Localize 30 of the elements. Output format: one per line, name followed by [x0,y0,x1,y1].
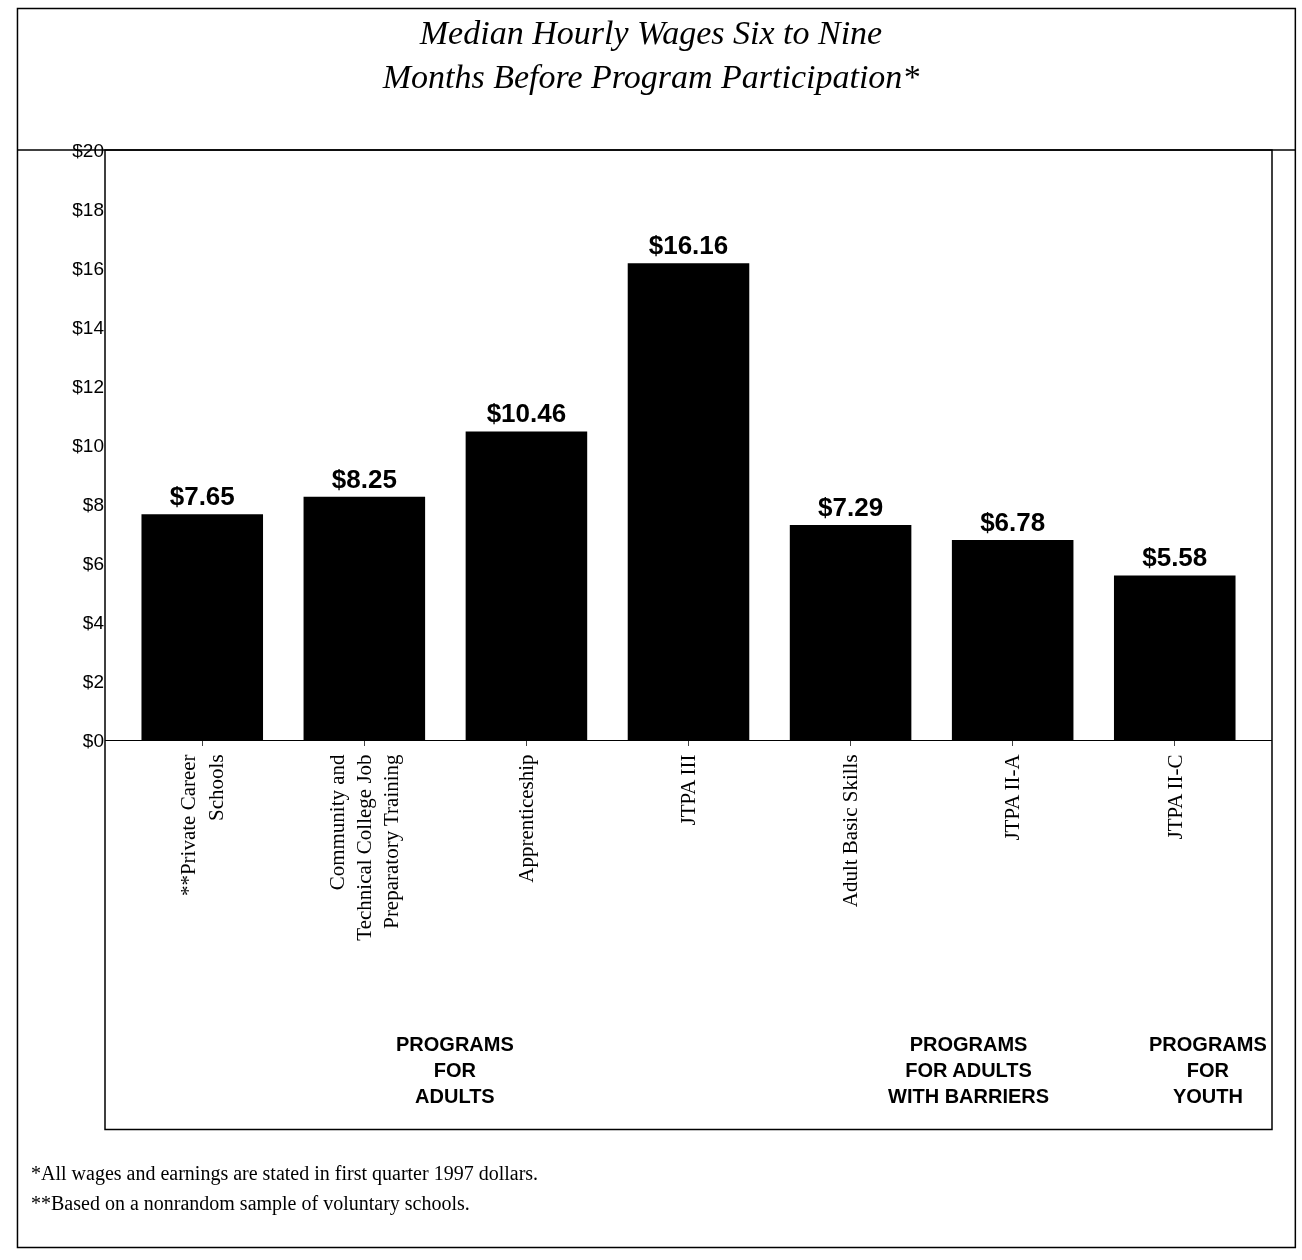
y-tick-label: $16 [72,257,104,279]
y-tick-label: $6 [82,552,104,574]
text: PROGRAMS FOR ADULTS [396,1033,514,1107]
data-label: $8.25 [331,463,397,494]
chart-title: Median Hourly Wages Six to Nine Months Before Program Participation* [381,14,920,96]
data-label: $5.58 [1142,542,1208,573]
y-tick-label: $4 [82,611,105,633]
data-label: $6.78 [980,506,1046,537]
data-label: $7.29 [818,491,884,522]
x-tick-label: **Private Career Schools [176,754,228,897]
y-tick-label: $14 [72,316,105,338]
text: PROGRAMS FOR ADULTS WITH BARRIERS [888,1033,1050,1107]
data-label: $16.16 [648,230,729,261]
y-tick-label: $10 [72,434,104,456]
text: **Based on a nonrandom sample of voluntary schools. [31,1192,470,1215]
y-tick-label: $0 [82,729,104,751]
x-tick-label: Community and Technical College Job Preparatory Training [324,753,404,941]
y-tick-label: $12 [72,375,104,397]
y-tick-label: $2 [82,670,104,692]
x-tick-label: JTPA III [676,754,701,826]
text: PROGRAMS FOR YOUTH [1149,1033,1267,1107]
text: *All wages and earnings are stated in first quarter 1997 dollars. [31,1162,539,1185]
x-tick-label: Adult Basic Skills [838,754,863,908]
x-tick-label: Apprenticeship [514,754,539,883]
x-tick-label: JTPA II-C [1162,754,1187,840]
y-tick-label: $8 [82,493,104,515]
y-tick-label: $18 [72,198,104,220]
x-tick-label: JTPA II-A [1000,753,1025,841]
data-label: $10.46 [486,398,567,429]
data-label: $7.65 [169,481,235,512]
